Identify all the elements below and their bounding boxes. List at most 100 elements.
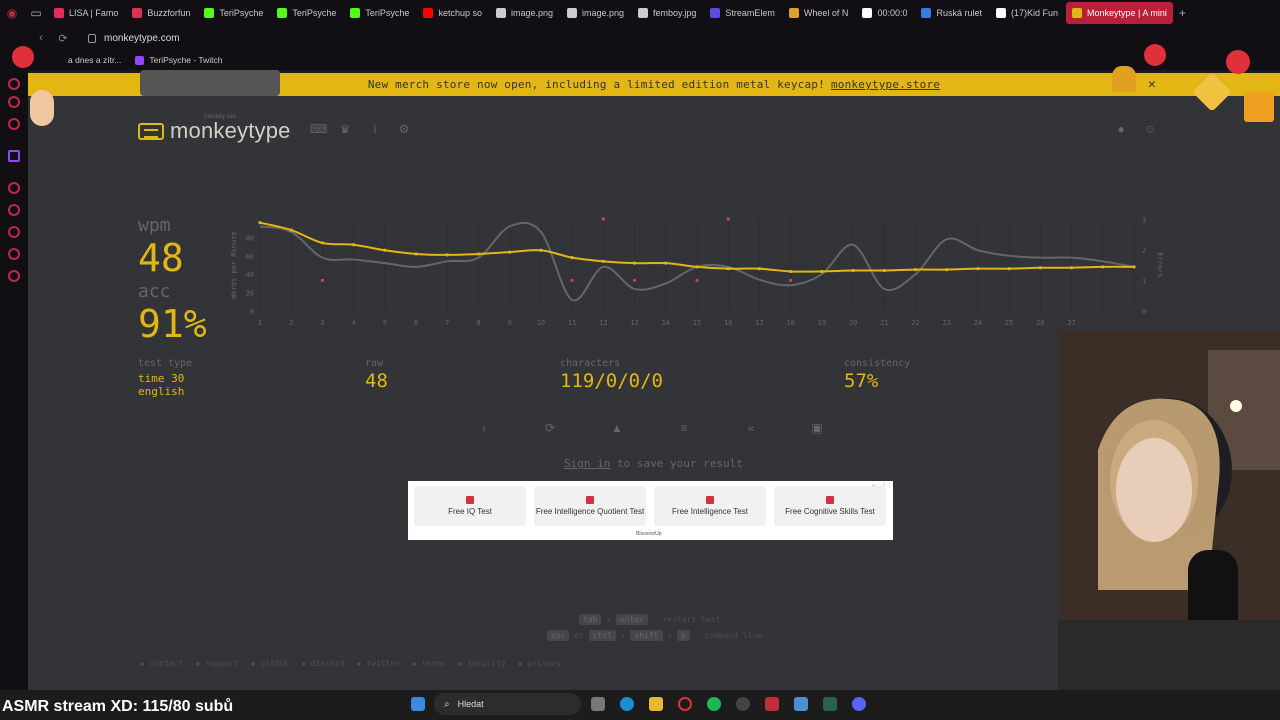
wpm-point [320,241,325,245]
logo-subtitle: monkey see [204,114,237,120]
wpm-point [882,268,886,273]
words-history-icon[interactable]: ≡ [680,421,688,435]
wpm-point [1069,266,1074,270]
voice-app-icon[interactable] [765,697,779,711]
tab-label: femboy.jpg [653,8,697,18]
keyboard-icon[interactable]: ⌨ [310,122,328,136]
wpm-point [383,248,387,252]
signin-rest: to save your result [616,457,743,470]
tab-favicon-icon [204,8,215,18]
tab-actions-icon[interactable]: ▭ [30,6,42,20]
task-view-icon[interactable] [591,697,605,711]
clock-icon[interactable] [8,226,20,238]
ad-icon [586,496,594,504]
replay-icon[interactable]: « [747,421,755,435]
spotify-icon[interactable] [707,697,721,711]
browser-menu-icon[interactable]: ◉ [6,6,18,20]
browser-tab[interactable]: StreamElem [704,2,781,24]
x-tick-label: 14 [662,319,670,327]
browser-tab[interactable]: (17)Kid Fun [990,2,1064,24]
new-tab-button[interactable]: + [1178,6,1186,20]
settings-icon[interactable] [8,270,20,282]
wpm-point [789,269,793,274]
edge-icon[interactable] [620,697,634,711]
footer-link-privacy[interactable]: privacy [518,659,562,668]
ornament-decoration [140,70,280,96]
wpm-point [1132,265,1136,269]
key-esc: esc [547,630,570,641]
logo[interactable]: monkey see monkeytype [138,114,291,144]
folder-icon[interactable] [649,697,663,711]
merch-store-link[interactable]: monkeytype.store [830,78,941,91]
sidebar-icon[interactable] [8,78,20,90]
obs-icon[interactable] [736,697,750,711]
tab-label: 00:00:0 [877,8,908,18]
footer-link-twitter[interactable]: twitter [357,659,400,668]
browser-tab[interactable]: TeriPsyche [271,2,342,24]
ornament-decoration [1244,92,1274,122]
close-icon[interactable]: ✕ [1147,77,1156,92]
ad-card[interactable]: Free Intelligence Quotient Test [534,486,646,526]
sidebar-icon[interactable] [8,182,20,194]
footer-link-contact[interactable]: contact [140,659,184,668]
tab-favicon-icon [788,8,799,18]
taskbar-search[interactable]: ⌕ Hledat [434,693,581,715]
browser-tab[interactable]: TeriPsyche [344,2,415,24]
browser-tab[interactable]: 00:00:0 [856,2,913,24]
ad-icon [706,496,714,504]
browser-tab[interactable]: image.png [561,2,630,24]
opera-icon[interactable] [678,697,692,711]
wpm-point [1101,265,1105,269]
error-point [601,217,605,221]
y-tick-label: 0 [250,308,254,316]
footer-link-security[interactable]: security [458,659,506,668]
browser-tab[interactable]: Wheel of N [783,2,855,24]
browser-tab[interactable]: TeriPsyche [198,2,269,24]
tab-label: image.png [582,8,625,18]
ad-card[interactable]: Free Cognitive Skills Test [774,486,886,526]
crown-icon[interactable]: ♛ [339,122,351,136]
notepad-icon[interactable] [794,697,808,711]
address-bar[interactable]: monkeytype.com [88,33,180,44]
sidebar-icon[interactable] [8,118,20,130]
browser-tab[interactable]: ketchup so [417,2,488,24]
footer-link-discord[interactable]: discord [301,659,345,668]
report-warning-icon[interactable]: ▲ [611,421,623,435]
next-test-icon[interactable]: › [482,421,486,435]
signin-link[interactable]: Sign in [564,457,611,470]
info-icon[interactable]: i [373,122,377,136]
back-icon[interactable]: ‹ [39,32,43,44]
terminal-icon[interactable] [823,697,837,711]
heart-icon[interactable] [8,204,20,216]
footer-link-github[interactable]: github [251,659,289,668]
x-tick-label: 16 [724,319,732,327]
browser-tab[interactable]: image.png [490,2,559,24]
browser-tab[interactable]: Ruská rulet [915,2,988,24]
windows-start-icon[interactable] [411,697,425,711]
bookmark-item[interactable]: TeriPsyche - Twitch [135,55,222,65]
reload-icon[interactable]: ⟳ [58,32,68,45]
twitch-icon[interactable] [8,150,20,162]
user-icon[interactable]: ☺ [1143,122,1157,136]
screenshot-icon[interactable]: ▣ [811,421,823,435]
browser-tab[interactable]: femboy.jpg [632,2,702,24]
bell-icon[interactable]: ● [1117,122,1125,136]
gear-icon[interactable]: ⚙ [398,122,410,136]
sidebar-icon[interactable] [8,96,20,108]
restart-icon[interactable]: ⟳ [544,421,556,435]
y2-tick-label: 0 [1142,308,1146,316]
discord-icon[interactable] [852,697,866,711]
sidebar-icon[interactable] [8,248,20,260]
ad-card-label: Free Intelligence Quotient Test [535,507,645,516]
browser-tab[interactable]: Buzzforfun [126,2,196,24]
footer-link-support[interactable]: support [195,659,239,668]
stream-overlay-text: ASMR stream XD: 115/80 subů [2,698,234,715]
ad-card[interactable]: Free Intelligence Test [654,486,766,526]
ad-card[interactable]: Free IQ Test [414,486,526,526]
footer-link-terms[interactable]: terms [412,659,446,668]
browser-tab[interactable]: LISA | Famo [48,2,124,24]
bookmark-item[interactable]: a dnes a zítr... [68,55,121,65]
wpm-point [570,256,574,260]
browser-tab[interactable]: Monkeytype | A mini [1066,2,1173,24]
